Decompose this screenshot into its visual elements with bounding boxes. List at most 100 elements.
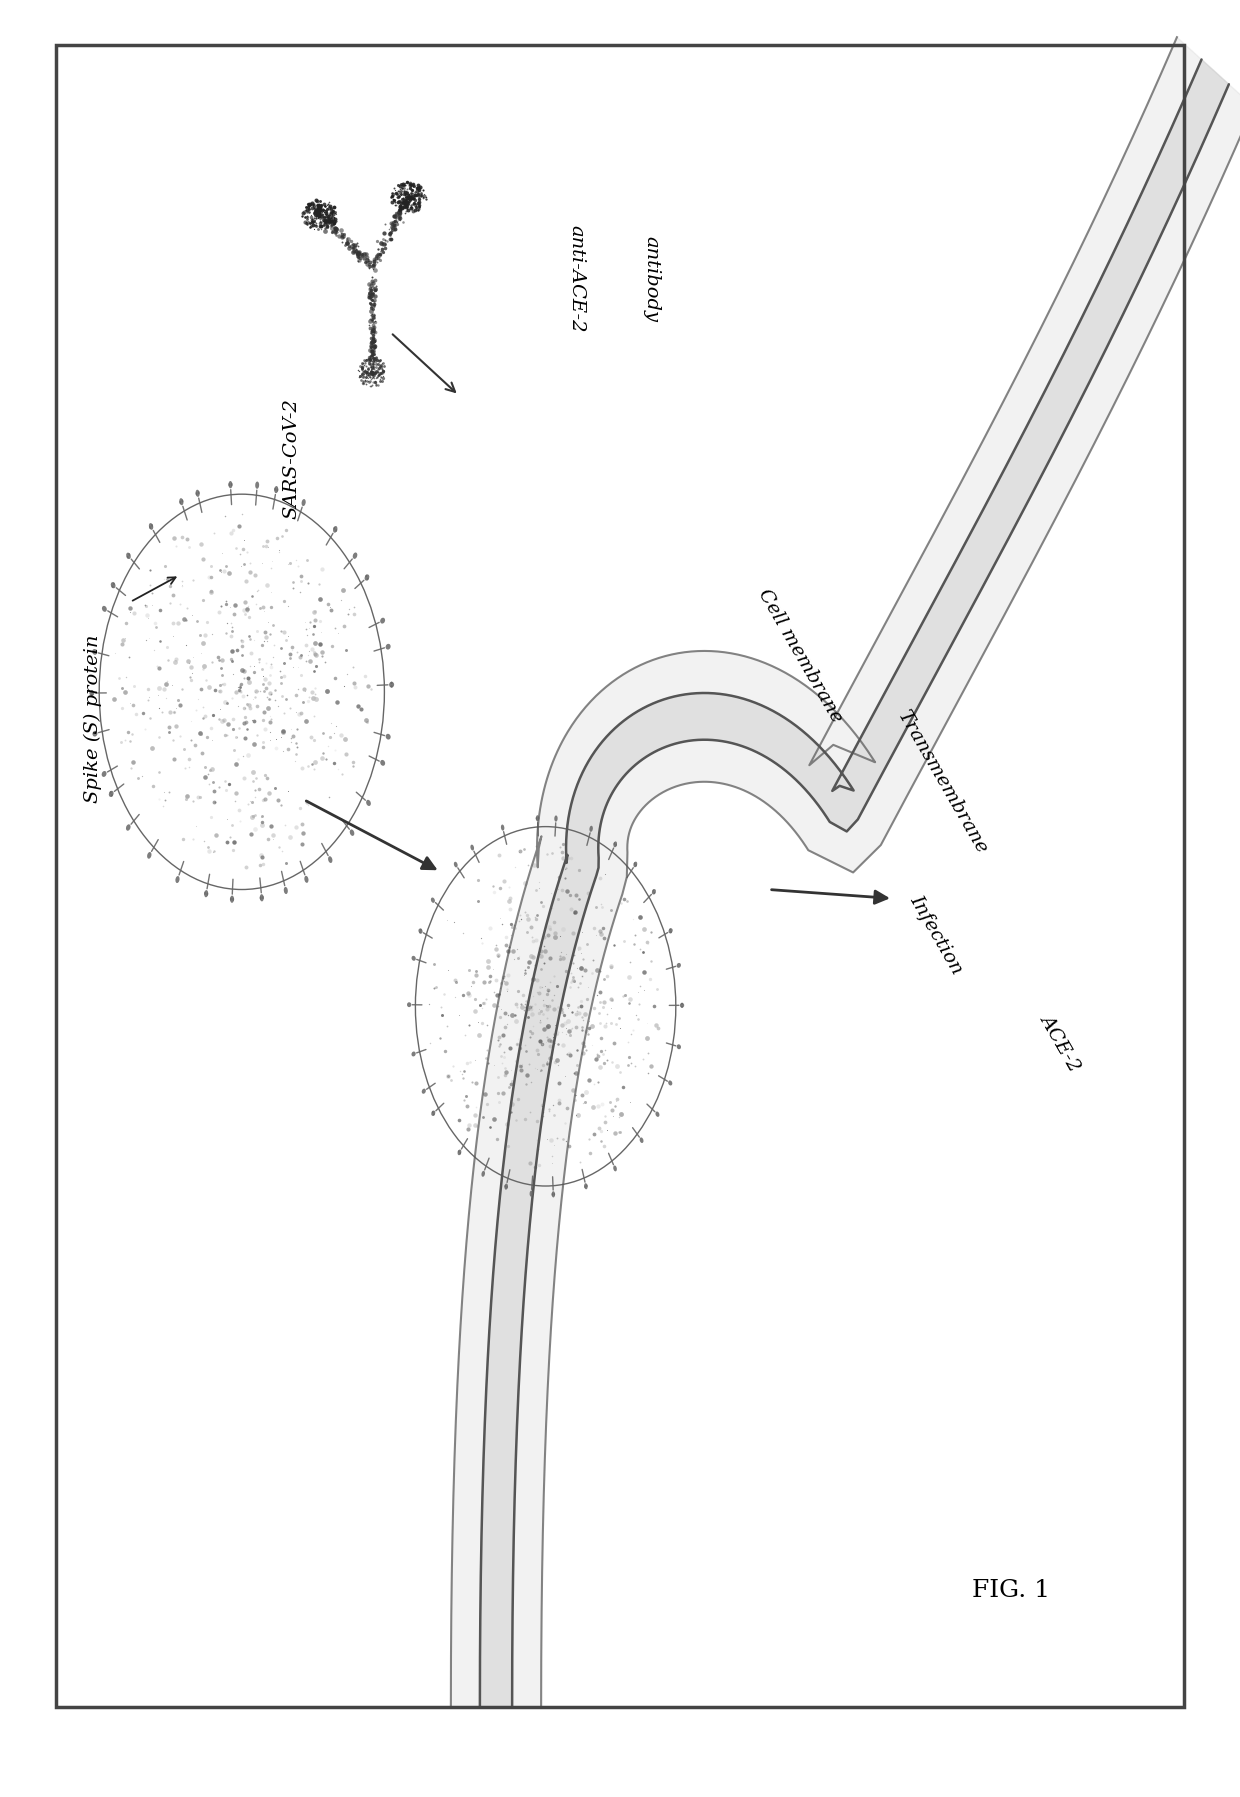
Ellipse shape bbox=[151, 525, 153, 527]
Ellipse shape bbox=[102, 771, 107, 776]
Ellipse shape bbox=[668, 929, 672, 933]
Ellipse shape bbox=[207, 893, 208, 895]
Ellipse shape bbox=[391, 685, 393, 688]
Ellipse shape bbox=[481, 1172, 485, 1177]
Ellipse shape bbox=[350, 830, 355, 836]
Ellipse shape bbox=[255, 482, 259, 489]
Ellipse shape bbox=[274, 485, 278, 492]
Ellipse shape bbox=[501, 825, 505, 830]
Ellipse shape bbox=[329, 855, 332, 863]
Ellipse shape bbox=[458, 1150, 461, 1155]
Ellipse shape bbox=[367, 577, 368, 580]
Ellipse shape bbox=[259, 897, 262, 900]
Ellipse shape bbox=[386, 733, 391, 740]
Ellipse shape bbox=[652, 890, 655, 891]
Ellipse shape bbox=[634, 861, 637, 868]
Text: Infection: Infection bbox=[906, 891, 966, 978]
Ellipse shape bbox=[554, 816, 558, 821]
Ellipse shape bbox=[505, 1184, 506, 1188]
Ellipse shape bbox=[536, 816, 539, 821]
Ellipse shape bbox=[589, 827, 593, 832]
Ellipse shape bbox=[670, 929, 671, 931]
Ellipse shape bbox=[231, 895, 234, 902]
Ellipse shape bbox=[614, 841, 618, 848]
Text: SARS-CoV-2: SARS-CoV-2 bbox=[283, 397, 300, 519]
Ellipse shape bbox=[552, 1191, 556, 1197]
Ellipse shape bbox=[284, 888, 288, 895]
Ellipse shape bbox=[335, 528, 337, 532]
Ellipse shape bbox=[412, 1051, 415, 1057]
Ellipse shape bbox=[304, 875, 309, 882]
Ellipse shape bbox=[180, 498, 184, 505]
Ellipse shape bbox=[419, 931, 422, 934]
Ellipse shape bbox=[228, 482, 232, 489]
Ellipse shape bbox=[432, 1111, 435, 1116]
Text: ACE-2: ACE-2 bbox=[1037, 1010, 1084, 1075]
Ellipse shape bbox=[505, 1184, 508, 1190]
Ellipse shape bbox=[228, 483, 231, 487]
Ellipse shape bbox=[412, 956, 415, 961]
Ellipse shape bbox=[381, 760, 386, 766]
Ellipse shape bbox=[109, 791, 114, 796]
Ellipse shape bbox=[381, 618, 386, 624]
Ellipse shape bbox=[584, 1182, 588, 1190]
Ellipse shape bbox=[552, 1193, 553, 1195]
Ellipse shape bbox=[92, 649, 97, 654]
Ellipse shape bbox=[418, 929, 423, 934]
Ellipse shape bbox=[389, 681, 394, 688]
Ellipse shape bbox=[587, 1184, 588, 1188]
Ellipse shape bbox=[232, 898, 234, 900]
Ellipse shape bbox=[653, 891, 656, 895]
Ellipse shape bbox=[454, 863, 458, 868]
Ellipse shape bbox=[277, 489, 278, 492]
Ellipse shape bbox=[175, 875, 180, 882]
Ellipse shape bbox=[668, 1080, 672, 1085]
Ellipse shape bbox=[274, 487, 277, 491]
Ellipse shape bbox=[91, 694, 93, 695]
Ellipse shape bbox=[430, 897, 435, 902]
Ellipse shape bbox=[148, 852, 151, 859]
Ellipse shape bbox=[432, 1111, 434, 1112]
Ellipse shape bbox=[506, 1186, 508, 1188]
Ellipse shape bbox=[386, 643, 391, 649]
Ellipse shape bbox=[196, 492, 197, 496]
Ellipse shape bbox=[110, 794, 113, 796]
Ellipse shape bbox=[538, 818, 539, 819]
Ellipse shape bbox=[205, 891, 206, 895]
Ellipse shape bbox=[198, 491, 200, 494]
Ellipse shape bbox=[536, 818, 537, 819]
Ellipse shape bbox=[365, 575, 370, 580]
Ellipse shape bbox=[126, 555, 129, 559]
Ellipse shape bbox=[634, 863, 635, 864]
Ellipse shape bbox=[149, 527, 151, 528]
Ellipse shape bbox=[420, 929, 422, 931]
Ellipse shape bbox=[584, 1186, 585, 1188]
Ellipse shape bbox=[128, 553, 130, 555]
Ellipse shape bbox=[260, 895, 264, 902]
Ellipse shape bbox=[470, 845, 474, 850]
Ellipse shape bbox=[366, 575, 367, 577]
Ellipse shape bbox=[529, 1190, 533, 1197]
Ellipse shape bbox=[126, 825, 130, 830]
Ellipse shape bbox=[181, 500, 184, 503]
Ellipse shape bbox=[652, 890, 656, 895]
Ellipse shape bbox=[460, 1152, 461, 1155]
Ellipse shape bbox=[231, 483, 233, 487]
Text: Transmembrane: Transmembrane bbox=[894, 706, 991, 857]
Ellipse shape bbox=[680, 1003, 684, 1008]
Ellipse shape bbox=[149, 523, 154, 530]
Polygon shape bbox=[480, 59, 1229, 1707]
Ellipse shape bbox=[614, 843, 615, 845]
Ellipse shape bbox=[113, 582, 115, 586]
Ellipse shape bbox=[677, 963, 681, 969]
Ellipse shape bbox=[334, 527, 335, 530]
Ellipse shape bbox=[366, 800, 371, 807]
Ellipse shape bbox=[422, 1089, 425, 1094]
Ellipse shape bbox=[196, 491, 200, 496]
Text: antibody: antibody bbox=[642, 235, 660, 322]
Ellipse shape bbox=[670, 931, 672, 933]
Ellipse shape bbox=[112, 586, 114, 588]
Ellipse shape bbox=[262, 897, 264, 898]
Ellipse shape bbox=[205, 890, 208, 897]
Text: FIG. 1: FIG. 1 bbox=[972, 1580, 1049, 1601]
